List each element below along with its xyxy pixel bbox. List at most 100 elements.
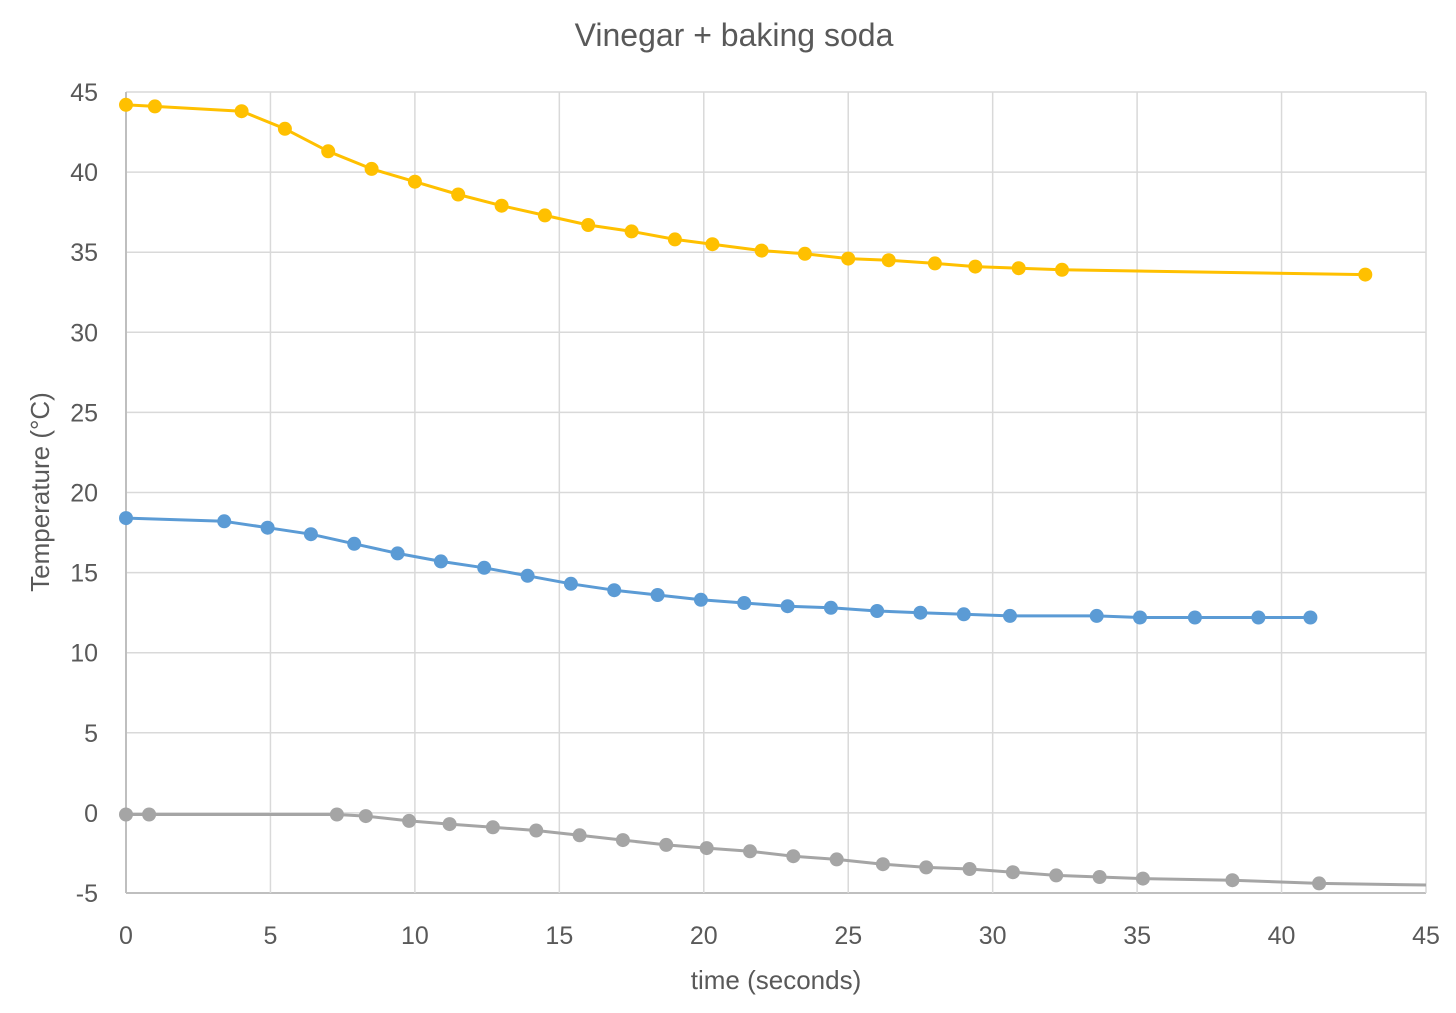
data-point (667, 232, 682, 247)
data-point (142, 807, 157, 822)
data-point (1251, 610, 1266, 625)
x-tick-label: 10 (401, 922, 429, 950)
data-point (968, 259, 983, 274)
y-tick-label: 45 (70, 79, 98, 107)
data-point (1133, 610, 1147, 625)
data-point (1003, 608, 1017, 623)
data-point (737, 596, 752, 610)
x-tick-label: 5 (263, 922, 277, 950)
data-point (529, 823, 544, 838)
data-point (1135, 871, 1150, 886)
data-point (1092, 870, 1107, 884)
data-point (358, 809, 373, 824)
data-point (829, 852, 844, 867)
data-point (494, 198, 509, 213)
data-point (321, 144, 336, 159)
data-point (693, 592, 708, 607)
data-point (913, 605, 928, 620)
data-point (451, 187, 466, 202)
data-point (537, 208, 552, 223)
y-tick-label: 30 (70, 319, 98, 347)
chart-title: Vinegar + baking soda (575, 17, 894, 53)
data-point (260, 520, 275, 535)
plot-area (119, 97, 1427, 891)
y-axis-title: Temperature (°C) (25, 392, 55, 592)
x-tick-label: 15 (545, 922, 573, 950)
series-line (125, 103, 1366, 277)
data-point (147, 99, 162, 114)
data-point (797, 246, 812, 261)
y-tick-label: 5 (84, 720, 98, 748)
x-tick-label: 45 (1412, 922, 1440, 950)
data-point (520, 568, 535, 583)
data-point (650, 588, 665, 602)
y-tick-label: 0 (84, 800, 98, 828)
series-2 (119, 511, 1318, 625)
y-tick-label: 25 (70, 399, 98, 427)
y-tick-label: 10 (70, 640, 98, 668)
data-point (1225, 873, 1240, 888)
series-line (125, 516, 1311, 619)
x-tick-label: 40 (1268, 922, 1296, 950)
data-point (1358, 267, 1373, 282)
x-tick-label: 30 (979, 922, 1007, 950)
data-point (841, 251, 856, 266)
data-point (956, 607, 971, 622)
data-point (743, 844, 757, 859)
data-point (754, 243, 769, 258)
y-tick-label: 40 (70, 159, 98, 187)
data-point (1303, 610, 1318, 625)
data-point (927, 256, 942, 271)
series-3 (119, 807, 1427, 891)
data-point (1312, 876, 1327, 891)
data-point (402, 813, 417, 828)
x-axis-title: time (seconds) (691, 965, 862, 995)
data-point (875, 857, 890, 872)
data-point (119, 807, 133, 822)
data-point (870, 604, 885, 618)
data-point (659, 837, 674, 852)
data-point (1055, 262, 1069, 277)
data-point (780, 599, 795, 614)
y-tick-label: 35 (70, 239, 98, 267)
data-point (581, 218, 596, 232)
data-point (615, 833, 630, 848)
x-tick-label: 20 (690, 922, 718, 950)
data-point (624, 224, 639, 239)
data-point (390, 546, 405, 561)
data-point (303, 527, 318, 542)
data-point (119, 511, 133, 526)
data-point (881, 253, 896, 268)
data-point (1089, 608, 1104, 623)
data-point (705, 237, 720, 252)
x-tick-label: 35 (1123, 922, 1151, 950)
data-point (1187, 610, 1202, 625)
data-point (572, 828, 587, 843)
data-point (442, 817, 457, 832)
data-point (699, 841, 714, 856)
data-point (477, 560, 492, 575)
data-point (962, 862, 977, 876)
data-point (277, 121, 292, 136)
data-point (786, 849, 801, 864)
data-point (1011, 261, 1026, 276)
data-point (433, 554, 448, 569)
x-tick-label: 25 (834, 922, 862, 950)
y-tick-label: 20 (70, 480, 98, 508)
data-point (217, 514, 232, 529)
data-point (407, 174, 422, 189)
data-point (563, 576, 578, 591)
data-point (329, 807, 344, 822)
y-tick-label: -5 (76, 880, 98, 908)
series-1 (119, 97, 1373, 282)
data-point (364, 161, 379, 176)
y-tick-label: 15 (70, 560, 98, 588)
data-point (919, 860, 934, 875)
data-point (1005, 865, 1020, 880)
axis-ticks: -5 0 5 10 15 20 25 30 35 40 45 0 5 10 15 20 25 30 35 40 45 (70, 79, 1440, 950)
data-point (347, 536, 362, 551)
data-point (119, 97, 133, 112)
x-tick-label: 0 (119, 922, 133, 950)
